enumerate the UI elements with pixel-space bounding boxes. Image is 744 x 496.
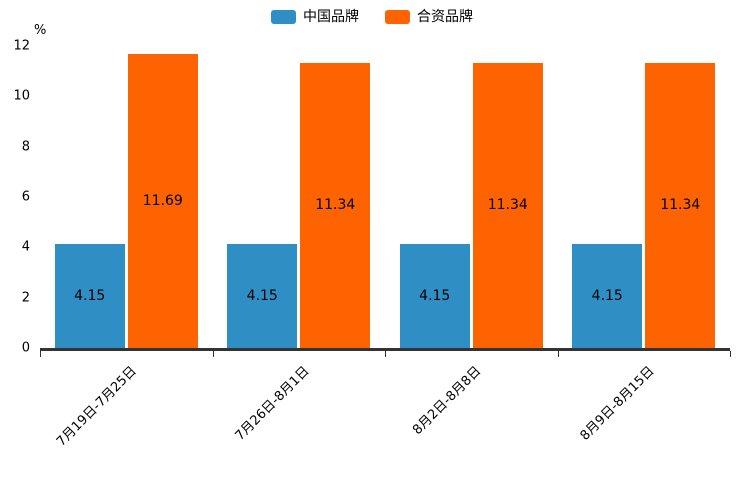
- legend-swatch-icon: [385, 10, 410, 24]
- bar-value-label: 4.15: [246, 287, 278, 304]
- bar-group: 4.15 11.34: [213, 46, 386, 348]
- bar-series-0[interactable]: 4.15: [572, 243, 643, 348]
- x-axis-tick: [40, 351, 41, 357]
- legend-label: 合资品牌: [417, 9, 473, 25]
- x-axis-label: 7月19日-7月25日: [53, 363, 140, 450]
- bar-series-1[interactable]: 11.34: [645, 62, 716, 348]
- bar-series-0[interactable]: 4.15: [54, 243, 125, 348]
- bar-series-1[interactable]: 11.69: [127, 53, 198, 348]
- y-tick-label: 2: [21, 290, 30, 306]
- plot-area: 4.15 11.69 4.15 11.34 4.15 11.34 4.15 11.34 7月1…: [13, 39, 731, 450]
- bar-group: 4.15 11.34: [385, 46, 558, 348]
- bar-value-label: 11.34: [487, 197, 528, 214]
- x-axis-tick: [385, 351, 386, 357]
- y-tick-label: 12: [13, 38, 30, 54]
- bar-value-label: 4.15: [591, 287, 623, 304]
- legend: 中国品牌 合资品牌: [0, 9, 744, 25]
- x-axis-tick: [212, 351, 214, 357]
- y-tick-label: 4: [21, 239, 30, 255]
- x-axis-tick: [730, 351, 731, 357]
- bar-series-1[interactable]: 11.34: [300, 62, 371, 348]
- y-tick-label: 6: [21, 189, 30, 205]
- y-axis-unit-label: %: [34, 23, 47, 38]
- bar-group: 4.15 11.69: [40, 46, 213, 348]
- bar-series-0[interactable]: 4.15: [399, 243, 470, 348]
- y-tick-label: 10: [13, 88, 30, 104]
- bar-group: 4.15 11.34: [558, 46, 731, 348]
- legend-swatch-icon: [271, 10, 296, 24]
- x-axis-tick: [557, 351, 559, 357]
- y-tick-label: 8: [21, 139, 30, 155]
- x-axis-label: 8月9日-8月15日: [577, 363, 658, 444]
- x-axis-label: 7月26日-8月1日: [232, 363, 313, 444]
- bar-value-label: 11.34: [315, 197, 356, 214]
- bar-value-label: 4.15: [419, 287, 451, 304]
- bar-series-0[interactable]: 4.15: [227, 243, 298, 348]
- x-axis-labels: 7月19日-7月25日 7月26日-8月1日 8月2日-8月8日 8月9日-8月15日: [40, 361, 730, 481]
- x-axis-label: 8月2日-8月8日: [410, 363, 485, 438]
- bar-value-label: 4.15: [74, 287, 106, 304]
- bar-series-1[interactable]: 11.34: [472, 62, 543, 348]
- legend-item-series-1[interactable]: 合资品牌: [385, 9, 473, 25]
- bar-value-label: 11.69: [142, 192, 183, 209]
- legend-item-series-0[interactable]: 中国品牌: [271, 9, 359, 25]
- y-tick-label: 0: [21, 340, 30, 356]
- bar-groups: 4.15 11.69 4.15 11.34 4.15 11.34 4.15 11.34: [40, 46, 730, 348]
- bar-value-label: 11.34: [660, 197, 701, 214]
- legend-label: 中国品牌: [303, 9, 359, 25]
